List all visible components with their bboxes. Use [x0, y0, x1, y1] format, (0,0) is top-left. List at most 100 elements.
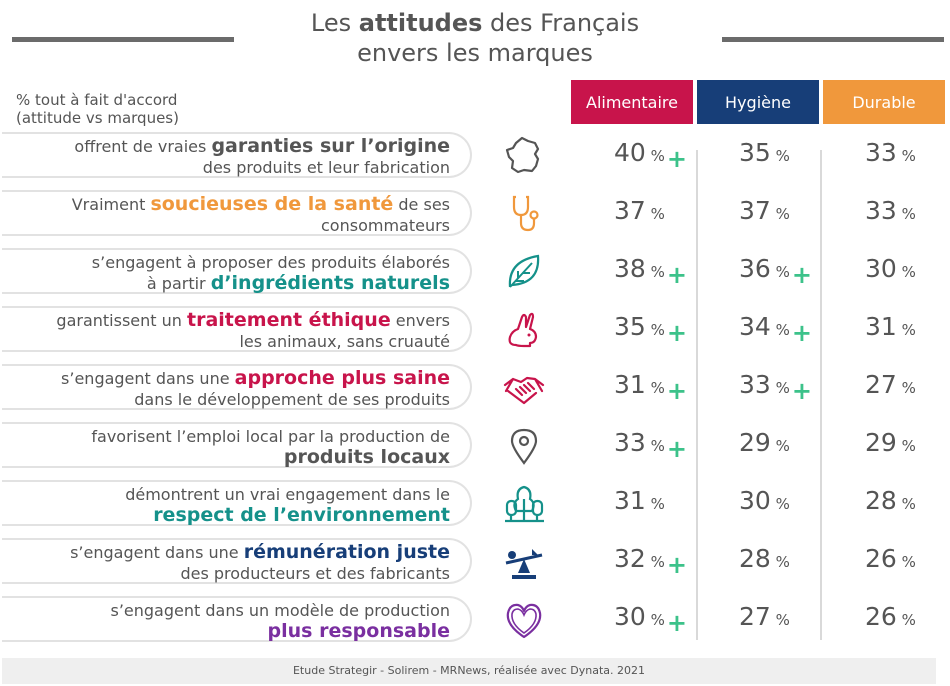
- row-label-line1: s’engagent dans une approche plus saine: [61, 368, 450, 389]
- subtitle-line1: % tout à fait d'accord: [16, 91, 178, 109]
- value-number: 31: [865, 312, 897, 341]
- value-percent: %: [896, 379, 916, 397]
- row-label-highlight: garanties sur l’origine: [211, 135, 450, 157]
- value-number: 31: [614, 486, 646, 515]
- row-label-text: s’engagent dans une: [70, 543, 244, 562]
- row-label-text: consommateurs: [321, 216, 450, 235]
- row-label-line1: s’engagent à proposer des produits élabo…: [92, 252, 450, 273]
- row-label-text: Vraiment: [71, 195, 151, 214]
- value-percent: %: [896, 263, 916, 281]
- value-cell: 33 %+: [614, 428, 687, 463]
- row-label-text: dans le développement de ses produits: [134, 390, 450, 409]
- leaf-icon: [508, 254, 540, 288]
- row-label: démontrent un vrai engagement dans le res…: [125, 484, 450, 526]
- table-row: Vraiment soucieuses de la santé de ses co…: [0, 189, 950, 239]
- value-number: 28: [865, 486, 897, 515]
- value-number: 31: [614, 370, 646, 399]
- row-label-text: offrent de vraies: [74, 137, 212, 156]
- row-label-line1: démontrent un vrai engagement dans le: [125, 484, 450, 505]
- chart-subtitle: % tout à fait d'accord (attitude vs marq…: [16, 91, 179, 127]
- title-line2: envers les marques: [357, 39, 593, 67]
- plus-icon: +: [666, 551, 687, 579]
- value-percent: %: [645, 379, 665, 397]
- value-number: 35: [739, 138, 771, 167]
- plus-icon: +: [791, 319, 812, 347]
- value-cell: 37 %: [614, 196, 665, 225]
- value-cell: 26 %: [865, 602, 916, 631]
- value-number: 32: [614, 544, 646, 573]
- plus-icon: +: [666, 435, 687, 463]
- plus-icon: +: [791, 261, 812, 289]
- value-percent: %: [770, 495, 790, 513]
- value-cell: 32 %+: [614, 544, 687, 579]
- row-label-pill: garantissent un traitement éthique enver…: [2, 306, 472, 352]
- plus-icon: +: [791, 377, 812, 405]
- value-cell: 31 %+: [614, 370, 687, 405]
- row-label-text: s’engagent dans un modèle de production: [110, 601, 450, 620]
- row-label-pill: s’engagent dans un modèle de production p…: [2, 596, 472, 642]
- value-cell: 35 %: [739, 138, 790, 167]
- row-label-highlight: produits locaux: [283, 446, 450, 468]
- row-label-pill: favorisent l’emploi local par la product…: [2, 422, 472, 468]
- value-percent: %: [770, 379, 790, 397]
- value-percent: %: [896, 495, 916, 513]
- value-number: 26: [865, 602, 897, 631]
- row-label-line2: produits locaux: [91, 447, 450, 468]
- value-percent: %: [896, 205, 916, 223]
- value-cell: 33 %: [865, 138, 916, 167]
- location-pin-icon: [510, 428, 538, 465]
- value-cell: 26 %: [865, 544, 916, 573]
- table-row: s’engagent dans une approche plus saine d…: [0, 363, 950, 413]
- value-percent: %: [645, 205, 665, 223]
- row-label-highlight: traitement éthique: [187, 309, 391, 331]
- row-label-line2: des producteurs et des fabricants: [70, 563, 450, 584]
- handshake-icon: [503, 376, 545, 405]
- row-label-text: démontrent un vrai engagement dans le: [125, 485, 450, 504]
- value-number: 37: [739, 196, 771, 225]
- column-divider-1: [696, 150, 698, 640]
- value-cell: 27 %: [865, 370, 916, 399]
- value-cell: 28 %: [739, 544, 790, 573]
- value-cell: 35 %+: [614, 312, 687, 347]
- row-label-pill: s’engagent dans une approche plus saine d…: [2, 364, 472, 410]
- value-percent: %: [645, 147, 665, 165]
- value-number: 35: [614, 312, 646, 341]
- row-label-text: des produits et leur fabrication: [202, 158, 450, 177]
- value-cell: 40 %+: [614, 138, 687, 173]
- table-row: offrent de vraies garanties sur l’origin…: [0, 131, 950, 181]
- column-header-alimentaire: Alimentaire: [571, 80, 693, 124]
- value-percent: %: [896, 611, 916, 629]
- value-percent: %: [645, 437, 665, 455]
- title-bold: attitudes: [358, 9, 483, 37]
- table-row: favorisent l’emploi local par la product…: [0, 421, 950, 471]
- row-label-line1: offrent de vraies garanties sur l’origin…: [74, 136, 450, 157]
- value-percent: %: [770, 205, 790, 223]
- value-number: 30: [614, 602, 646, 631]
- chart-title: Les attitudes des Français envers les ma…: [0, 8, 950, 68]
- trees-icon: [505, 485, 544, 523]
- value-percent: %: [896, 321, 916, 339]
- subtitle-line2: (attitude vs marques): [16, 109, 179, 127]
- value-percent: %: [896, 147, 916, 165]
- value-number: 30: [865, 254, 897, 283]
- title-line-right: [722, 37, 944, 42]
- row-label-text: envers: [390, 311, 450, 330]
- value-percent: %: [770, 553, 790, 571]
- value-percent: %: [770, 321, 790, 339]
- value-percent: %: [645, 611, 665, 629]
- row-label-text: s’engagent à proposer des produits élabo…: [91, 253, 450, 272]
- table-row: garantissent un traitement éthique enver…: [0, 305, 950, 355]
- value-percent: %: [770, 263, 790, 281]
- row-label-highlight: soucieuses de la santé: [150, 193, 394, 215]
- row-label-line1: s’engagent dans une rémunération juste: [70, 542, 450, 563]
- row-label-line2: des produits et leur fabrication: [74, 157, 450, 178]
- value-number: 38: [614, 254, 646, 283]
- value-number: 28: [739, 544, 771, 573]
- row-label-text: à partir: [146, 274, 211, 293]
- row-label-text: garantissent un: [56, 311, 188, 330]
- title-line-left: [12, 37, 234, 42]
- france-map-icon: [505, 136, 540, 174]
- value-percent: %: [770, 611, 790, 629]
- row-label-highlight: plus responsable: [267, 620, 450, 642]
- value-percent: %: [645, 495, 665, 513]
